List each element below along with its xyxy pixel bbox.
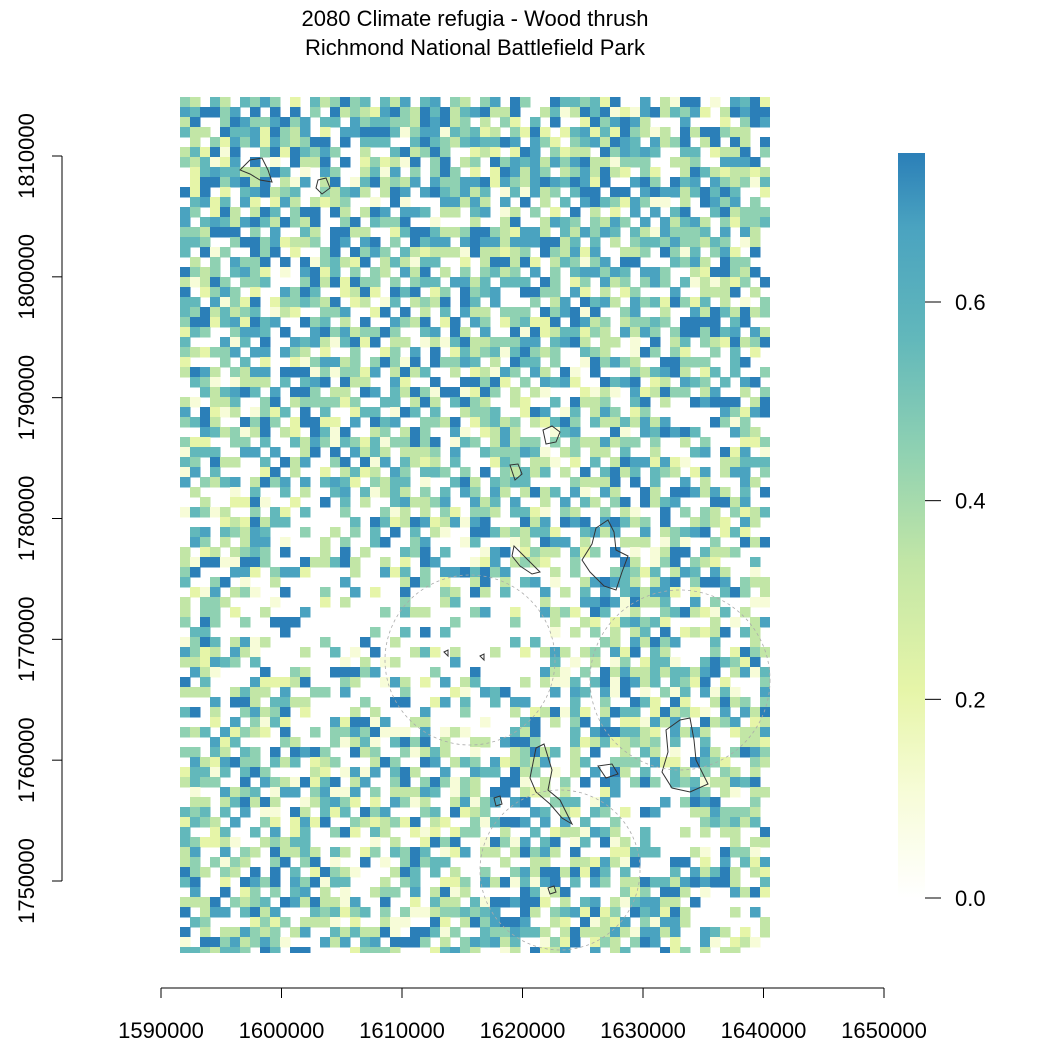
park-unit-boundary <box>511 544 541 575</box>
y-tick-label: 1760000 <box>14 717 39 803</box>
x-tick-label: 1650000 <box>841 1018 927 1043</box>
y-tick-label: 1750000 <box>14 838 39 924</box>
park-unit-boundary <box>443 649 449 658</box>
buffer-circle <box>589 589 771 771</box>
park-boundaries <box>239 157 709 895</box>
y-tick-label: 1810000 <box>14 113 39 199</box>
park-unit-boundary <box>315 177 331 195</box>
y-tick-label: 1790000 <box>14 355 39 441</box>
x-tick-label: 1610000 <box>359 1018 445 1043</box>
x-tick-label: 1590000 <box>118 1018 204 1043</box>
y-tick-label: 1780000 <box>14 476 39 562</box>
legend-tick-label: 0.4 <box>955 489 986 514</box>
legend-tick-label: 0.2 <box>955 687 986 712</box>
map-title: 2080 Climate refugia - Wood thrush <box>301 6 649 31</box>
buffer-circles <box>384 574 771 951</box>
legend-tick-label: 0.0 <box>955 886 986 911</box>
x-axis-ticks: 1590000 1600000 1610000 1620000 1630000 16400… <box>118 988 927 1043</box>
buffer-circle <box>479 789 641 951</box>
y-tick-label: 1770000 <box>14 597 39 683</box>
x-tick-label: 1600000 <box>239 1018 325 1043</box>
refugia-raster <box>180 97 770 953</box>
x-tick-label: 1620000 <box>480 1018 566 1043</box>
legend-ticks: 0.0 0.2 0.4 0.6 <box>925 290 986 911</box>
y-tick-label: 1800000 <box>14 234 39 320</box>
buffer-circle <box>384 574 556 746</box>
x-tick-label: 1640000 <box>721 1018 807 1043</box>
park-unit-boundary <box>509 463 523 481</box>
y-axis-ticks: 1750000 1760000 1770000 1780000 1790000 18000… <box>14 113 62 924</box>
park-unit-boundary <box>597 763 619 779</box>
park-unit-boundary <box>239 157 273 183</box>
legend-colorbar <box>898 153 925 898</box>
map-subtitle: Richmond National Battlefield Park <box>305 35 645 60</box>
park-unit-boundary <box>547 885 557 895</box>
legend-tick-label: 0.6 <box>955 290 986 315</box>
park-unit-boundary <box>661 717 709 793</box>
park-unit-boundary <box>493 795 503 807</box>
park-unit-boundary <box>479 653 485 662</box>
park-unit-boundary <box>581 519 629 591</box>
park-unit-boundary <box>529 743 574 826</box>
park-unit-boundary <box>542 425 561 445</box>
x-tick-label: 1630000 <box>600 1018 686 1043</box>
